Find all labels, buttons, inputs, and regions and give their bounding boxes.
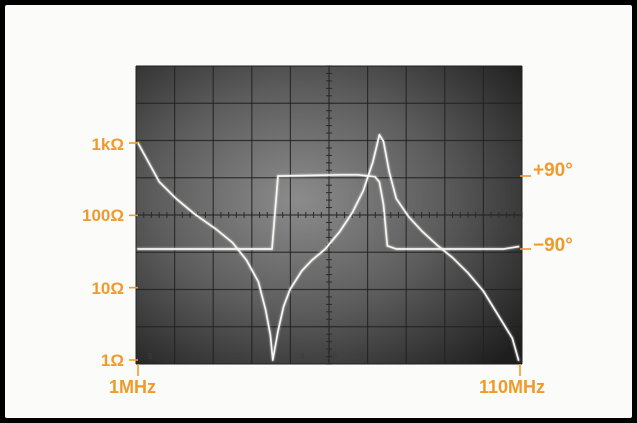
screen-marking-label: 11 bbox=[356, 352, 365, 361]
phase-trace bbox=[137, 173, 520, 250]
y-left-tick-label: 1kΩ bbox=[91, 135, 124, 154]
y-left-tick-label: 1Ω bbox=[100, 351, 124, 370]
screen-marking-label: 9 bbox=[300, 352, 305, 361]
screen-marking-label: 10 bbox=[328, 352, 337, 361]
y-left-tick-label: 100Ω bbox=[82, 206, 124, 225]
traces bbox=[136, 133, 521, 362]
screen-marking-label: 12 bbox=[384, 352, 393, 361]
screen-marking-label: 5 bbox=[148, 352, 153, 361]
x-tick-label: 1MHz bbox=[109, 377, 157, 397]
screen-marking-label: 7 bbox=[236, 352, 241, 361]
y-right-tick-label: +90° bbox=[533, 160, 573, 181]
y-right-tick-label: −90° bbox=[533, 235, 573, 256]
screen-marking-label: 6 bbox=[192, 352, 197, 361]
axis-ticks bbox=[129, 142, 531, 376]
y-left-tick-label: 10Ω bbox=[91, 279, 124, 298]
impedance-magnitude-trace bbox=[137, 133, 520, 361]
x-tick-label: 110MHz bbox=[479, 377, 546, 397]
